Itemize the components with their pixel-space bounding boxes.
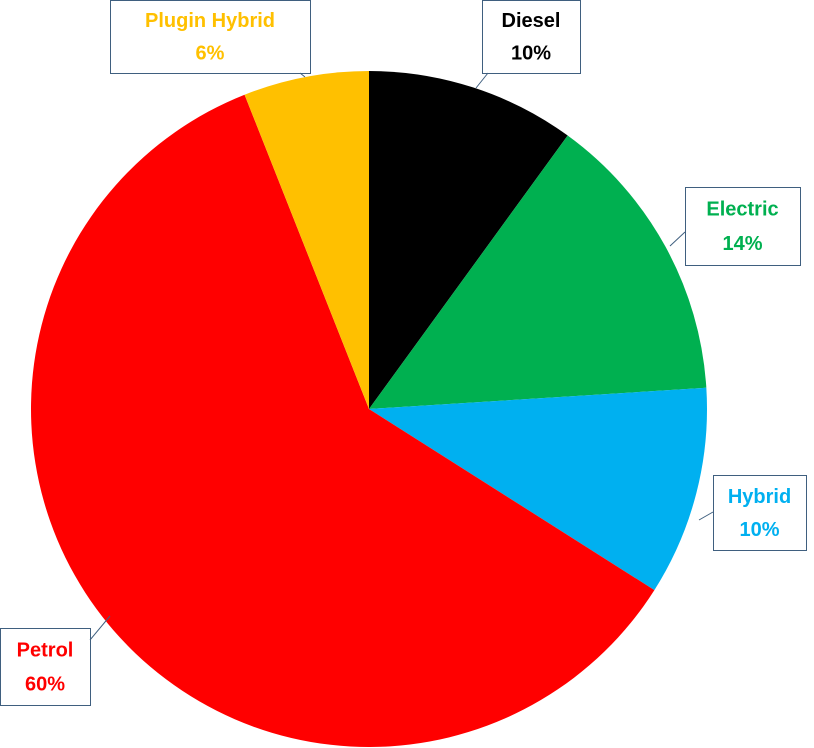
pie-slice xyxy=(369,71,568,409)
label-box xyxy=(685,187,801,266)
leader-line xyxy=(89,615,111,641)
pie-slice xyxy=(30,94,655,748)
label-box xyxy=(110,0,311,74)
leader-line xyxy=(669,231,686,247)
data-label-name: Petrol xyxy=(17,639,74,661)
label-box xyxy=(713,475,807,551)
data-label-value: 60% xyxy=(25,673,65,695)
label-box xyxy=(0,628,91,706)
data-label-value: 14% xyxy=(722,233,762,255)
pie-slice xyxy=(369,387,707,591)
data-label-name: Diesel xyxy=(502,10,561,32)
leader-line xyxy=(299,72,306,78)
leader-line xyxy=(475,72,489,89)
leader-line xyxy=(698,511,714,521)
pie-slice xyxy=(244,71,369,409)
data-label-value: 6% xyxy=(196,42,225,64)
label-box xyxy=(482,0,581,74)
data-label-name: Electric xyxy=(706,199,778,221)
data-label-name: Hybrid xyxy=(728,486,791,508)
data-label-name: Plugin Hybrid xyxy=(145,10,275,32)
pie-slice xyxy=(369,135,707,410)
data-label-value: 10% xyxy=(511,42,551,64)
data-label-value: 10% xyxy=(739,519,779,541)
